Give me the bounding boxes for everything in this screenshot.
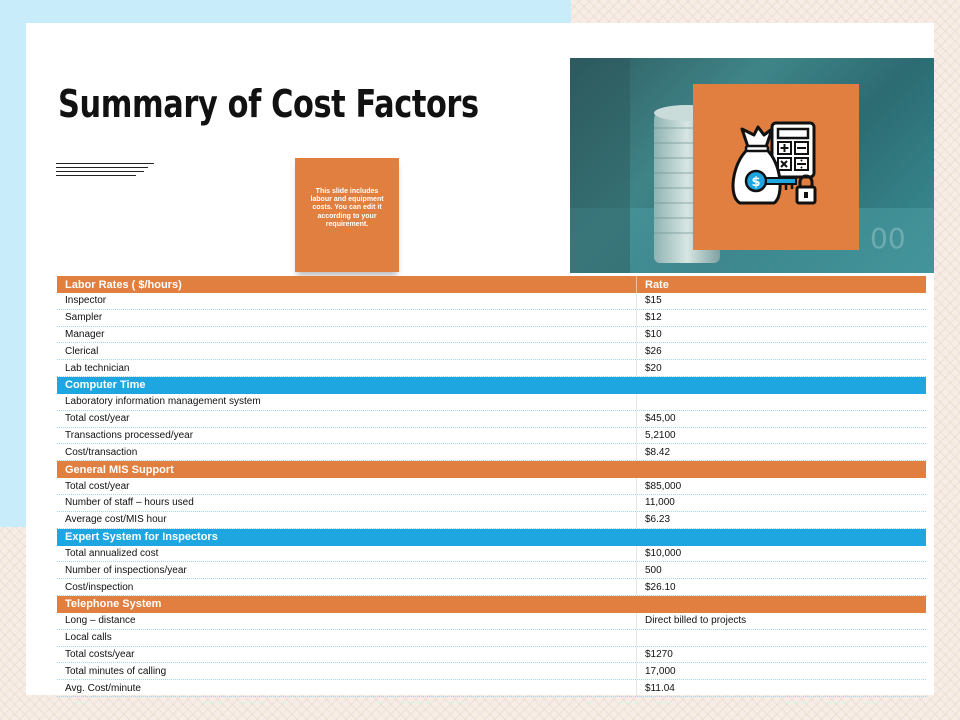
- row-label: Number of inspections/year: [57, 562, 637, 579]
- table-row: Total cost/year $85,000: [57, 478, 926, 495]
- table-row: Average cost/MIS hour $6.23: [57, 511, 926, 529]
- row-label: Laboratory information management system: [57, 393, 637, 410]
- section-header-rate: [637, 461, 926, 478]
- table-row: Manager $10: [57, 326, 926, 344]
- title-underline-decoration: [56, 163, 156, 179]
- row-value: $85,000: [645, 480, 682, 492]
- row-label: Total annualized cost: [57, 545, 637, 562]
- row-value: $1270: [645, 648, 673, 660]
- row-value: $10: [645, 328, 662, 340]
- table-row: Total costs/year $1270: [57, 646, 926, 664]
- section-header: General MIS Support: [57, 461, 926, 479]
- row-label: Cost/transaction: [57, 444, 637, 461]
- page-title: Summary of Cost Factors: [58, 82, 479, 126]
- section-header: Labor Rates ( $/hours) Rate: [57, 276, 926, 293]
- row-label: Transactions processed/year: [57, 427, 637, 444]
- row-value: $6.23: [645, 514, 671, 526]
- row-label: Average cost/MIS hour: [57, 511, 637, 528]
- row-label: Long – distance: [57, 612, 637, 629]
- money-bag-calculator-key-icon: $: [731, 121, 817, 205]
- section-header-label: Labor Rates ( $/hours): [57, 276, 637, 293]
- table-row: Local calls: [57, 629, 926, 647]
- row-label: Manager: [57, 326, 637, 343]
- section-header: Expert System for Inspectors: [57, 528, 926, 546]
- row-label: Total costs/year: [57, 646, 637, 663]
- row-label: Number of staff – hours used: [57, 494, 637, 511]
- note-text: This slide includes labour and equipment…: [310, 188, 384, 228]
- row-label: Cost/inspection: [57, 579, 637, 595]
- table-row: Lab technician $20: [57, 360, 926, 377]
- table-row: Total cost/year $45,00: [57, 410, 926, 428]
- row-value: $8.42: [645, 446, 671, 458]
- row-value: 500: [645, 564, 662, 576]
- row-label: Avg. Cost/minute: [57, 680, 637, 696]
- section-header: Computer Time: [57, 376, 926, 394]
- cost-factors-table: Labor Rates ( $/hours) Rate Inspector $15 Sa…: [57, 276, 926, 697]
- row-value: [637, 630, 926, 646]
- table-row: Laboratory information management system: [57, 393, 926, 411]
- row-value: $26.10: [645, 581, 676, 593]
- row-value: 5,2100: [645, 429, 676, 441]
- table-row: Sampler $12: [57, 309, 926, 327]
- table-row: Transactions processed/year 5,2100: [57, 427, 926, 445]
- row-label: Clerical: [57, 343, 637, 360]
- row-value: Direct billed to projects: [645, 615, 747, 627]
- section-header-rate: [637, 529, 926, 546]
- row-label: Lab technician: [57, 360, 637, 376]
- section-header-label: Expert System for Inspectors: [65, 531, 218, 544]
- row-value: 11,000: [645, 497, 675, 509]
- svg-text:00: 00: [870, 222, 906, 255]
- row-value: $11.04: [645, 682, 675, 694]
- svg-text:$: $: [751, 175, 760, 190]
- row-value: [637, 394, 926, 410]
- table-row: Avg. Cost/minute $11.04: [57, 680, 926, 697]
- table-row: Long – distance Direct billed to projects: [57, 612, 926, 630]
- row-value: $12: [645, 312, 662, 324]
- table-row: Number of inspections/year 500: [57, 562, 926, 580]
- section-header-rate: Rate: [645, 278, 669, 291]
- row-label: Total minutes of calling: [57, 663, 637, 680]
- section-header-rate: [637, 596, 926, 613]
- table-row: Total annualized cost $10,000: [57, 545, 926, 563]
- section-header: Telephone System: [57, 595, 926, 613]
- icon-box: $: [693, 84, 859, 250]
- note-box: This slide includes labour and equipment…: [295, 158, 399, 272]
- section-header-label: General MIS Support: [65, 463, 174, 476]
- row-label: Inspector: [57, 293, 637, 309]
- row-label: Total cost/year: [57, 478, 637, 494]
- row-value: $45,00: [645, 413, 676, 425]
- row-value: $10,000: [645, 547, 682, 559]
- section-header-rate: [637, 377, 926, 394]
- section-header-label: Computer Time: [65, 379, 146, 392]
- row-label: Total cost/year: [57, 410, 637, 427]
- table-row: Inspector $15: [57, 293, 926, 310]
- section-header-label: Telephone System: [65, 598, 162, 611]
- row-value: $26: [645, 345, 662, 357]
- table-row: Cost/transaction $8.42: [57, 444, 926, 462]
- row-label: Sampler: [57, 309, 637, 326]
- row-value: $20: [645, 362, 662, 374]
- row-value: $15: [645, 295, 662, 307]
- table-row: Clerical $26: [57, 343, 926, 361]
- table-row: Number of staff – hours used 11,000: [57, 494, 926, 512]
- table-row: Cost/inspection $26.10: [57, 579, 926, 596]
- table-row: Total minutes of calling 17,000: [57, 663, 926, 681]
- row-label: Local calls: [57, 629, 637, 646]
- row-value: 17,000: [645, 665, 676, 677]
